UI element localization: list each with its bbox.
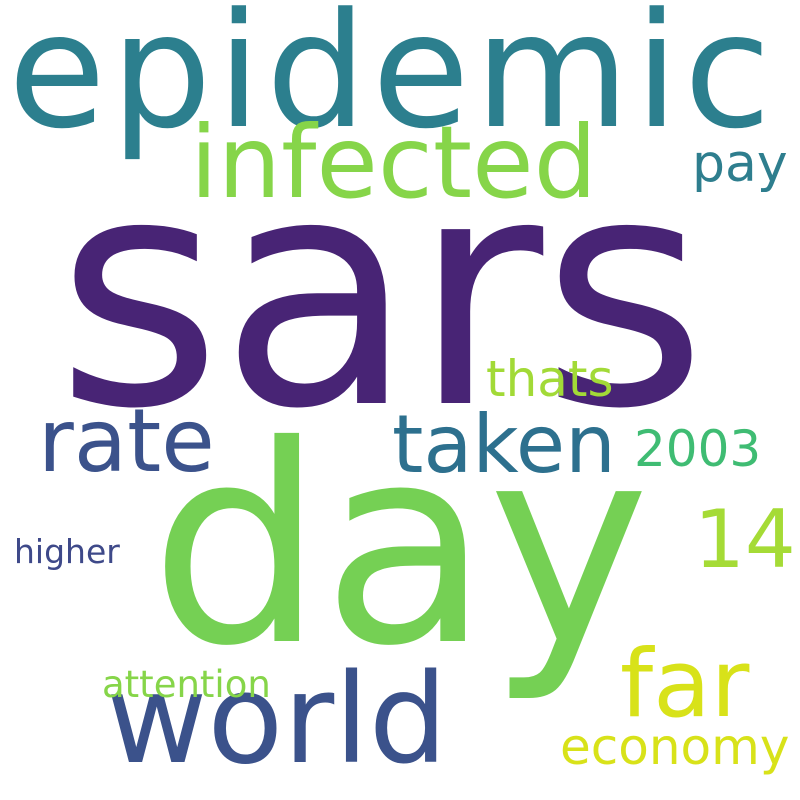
word-economy: economy xyxy=(560,718,790,776)
word-thats: thats xyxy=(486,350,614,408)
word-higher: higher xyxy=(14,532,120,571)
word-14: 14 xyxy=(694,493,796,586)
word-sars: sars xyxy=(56,108,707,478)
word-taken: taken xyxy=(392,398,616,491)
word-day: day xyxy=(150,387,650,706)
word-world: world xyxy=(106,648,448,792)
word-attention: attention xyxy=(102,663,271,706)
word-rate: rate xyxy=(38,390,215,492)
word-far: far xyxy=(620,630,750,739)
word-2003: 2003 xyxy=(634,420,762,478)
word-pay: pay xyxy=(692,134,788,194)
word-infected: infected xyxy=(190,104,598,221)
word-epidemic: epidemic xyxy=(8,0,777,164)
